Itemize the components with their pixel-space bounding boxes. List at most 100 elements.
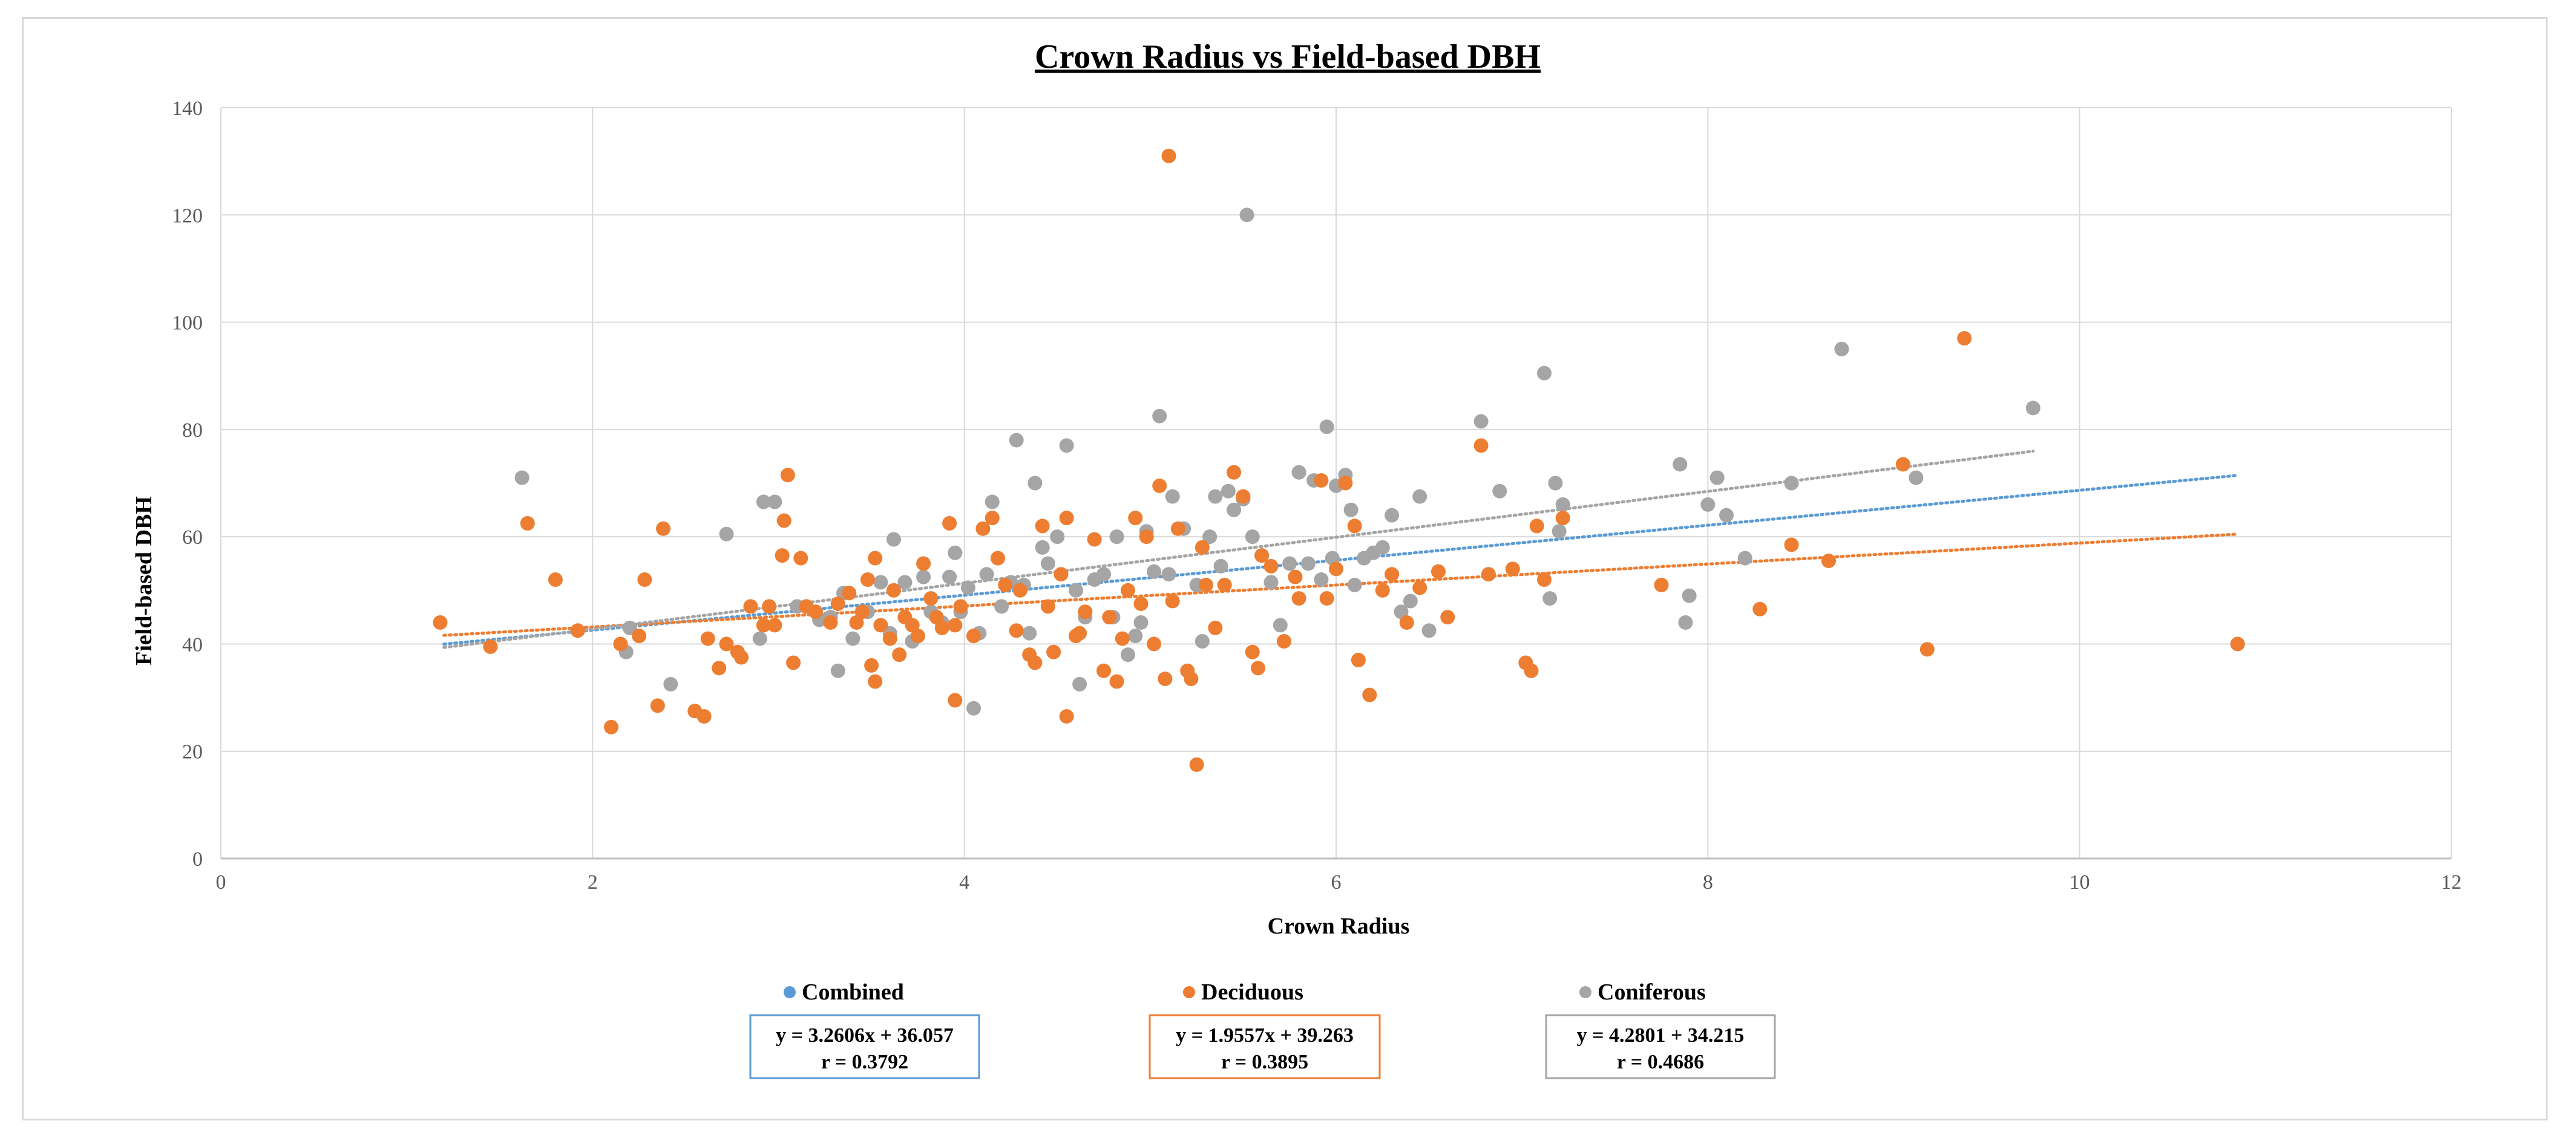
equation-box-deciduous — [1149, 1014, 1381, 1079]
data-point-deciduous — [1957, 331, 1972, 346]
data-point-deciduous — [910, 629, 925, 644]
data-point-deciduous — [882, 631, 897, 646]
data-point-deciduous — [1102, 610, 1117, 625]
data-point-deciduous — [793, 551, 808, 566]
data-point-coniferous — [719, 526, 734, 541]
data-point-deciduous — [1529, 518, 1544, 534]
data-point-coniferous — [873, 575, 888, 590]
data-point-deciduous — [860, 572, 875, 587]
data-point-coniferous — [1403, 594, 1418, 609]
data-point-coniferous — [960, 580, 975, 595]
data-point-coniferous — [752, 631, 767, 646]
data-point-coniferous — [942, 569, 957, 584]
data-point-deciduous — [1158, 672, 1173, 687]
x-tick-label: 10 — [2070, 871, 2090, 894]
data-point-coniferous — [1709, 470, 1725, 485]
data-point-deciduous — [1362, 687, 1377, 702]
axes: 0 20 40 60 80 100 120 140 0 2 4 6 8 10 12 — [172, 97, 2462, 894]
data-point-deciduous — [1059, 709, 1074, 724]
data-point-coniferous — [1165, 489, 1180, 504]
x-axis-title: Crown Radius — [1268, 914, 1410, 939]
data-point-coniferous — [1202, 529, 1218, 544]
data-point-deciduous — [1046, 644, 1061, 659]
data-point-deciduous — [929, 610, 944, 625]
data-point-coniferous — [1319, 419, 1334, 434]
data-point-deciduous — [1895, 457, 1910, 472]
y-tick-label: 140 — [172, 97, 203, 120]
trendline-deciduous — [442, 532, 2240, 637]
data-point-coniferous — [1245, 529, 1260, 544]
r-value-text-deciduous: r = 0.3895 — [1221, 1051, 1308, 1073]
data-point-coniferous — [1133, 615, 1149, 630]
data-point-deciduous — [775, 548, 790, 563]
x-tick-label: 6 — [1331, 871, 1342, 894]
legend-label-coniferous: Coniferous — [1598, 979, 1706, 1005]
legend-marker-deciduous — [1183, 986, 1195, 998]
data-point-deciduous — [1139, 529, 1154, 544]
data-point-deciduous — [1329, 561, 1343, 577]
data-point-deciduous — [483, 639, 498, 654]
data-point-deciduous — [696, 709, 712, 724]
data-point-coniferous — [663, 676, 678, 692]
data-point-coniferous — [1737, 551, 1752, 566]
data-point-deciduous — [1314, 473, 1329, 488]
data-point-deciduous — [1385, 567, 1400, 582]
data-point-coniferous — [1682, 588, 1697, 603]
data-point-deciduous — [604, 719, 619, 734]
data-point-deciduous — [1227, 465, 1242, 480]
data-point-deciduous — [1347, 518, 1362, 534]
data-point-coniferous — [1343, 502, 1358, 517]
data-point-coniferous — [1068, 583, 1083, 598]
data-point-deciduous — [998, 577, 1013, 592]
data-point-deciduous — [1054, 567, 1069, 582]
data-point-deciduous — [905, 618, 920, 633]
data-point-coniferous — [1128, 629, 1143, 644]
x-tick-label: 12 — [2441, 871, 2462, 894]
data-point-deciduous — [854, 604, 870, 620]
data-point-deciduous — [1195, 540, 1210, 555]
data-point-deciduous — [849, 615, 864, 630]
data-point-deciduous — [842, 586, 857, 601]
data-point-coniferous — [1282, 556, 1297, 571]
data-point-deciduous — [975, 521, 991, 536]
equation-text-combined: y = 3.2606x + 36.057 — [776, 1024, 954, 1047]
data-point-deciduous — [823, 615, 838, 630]
data-point-deciduous — [1821, 554, 1836, 569]
data-point-coniferous — [886, 532, 901, 547]
data-point-coniferous — [1700, 497, 1716, 512]
data-point-deciduous — [886, 583, 901, 598]
data-point-deciduous — [1254, 548, 1270, 563]
data-point-coniferous — [830, 663, 845, 678]
data-point-coniferous — [1109, 529, 1124, 544]
data-point-deciduous — [1524, 663, 1539, 678]
data-point-deciduous — [1146, 636, 1161, 652]
data-point-deciduous — [1440, 610, 1455, 625]
data-point-deciduous — [719, 636, 734, 652]
data-point-coniferous — [1213, 558, 1228, 574]
data-point-deciduous — [1208, 620, 1223, 635]
data-point-deciduous — [1189, 757, 1204, 772]
data-point-deciduous — [868, 674, 883, 689]
data-point-coniferous — [1072, 676, 1087, 692]
data-point-deciduous — [780, 468, 795, 483]
data-point-coniferous — [1492, 483, 1507, 499]
data-point-deciduous — [953, 599, 968, 614]
data-points — [433, 148, 2245, 772]
data-point-coniferous — [985, 494, 1000, 509]
data-point-deciduous — [1431, 564, 1446, 579]
data-point-coniferous — [1221, 483, 1236, 499]
data-point-coniferous — [1161, 567, 1176, 582]
data-point-coniferous — [1273, 618, 1288, 633]
data-point-deciduous — [1555, 511, 1570, 526]
legend-marker-combined — [784, 986, 796, 998]
data-point-coniferous — [1542, 591, 1558, 606]
data-point-deciduous — [712, 661, 727, 676]
data-point-deciduous — [864, 658, 879, 673]
x-tick-label: 2 — [588, 871, 598, 894]
data-point-coniferous — [1227, 502, 1242, 517]
data-point-coniferous — [1385, 508, 1400, 523]
data-point-coniferous — [1035, 540, 1050, 555]
data-point-coniferous — [1548, 476, 1563, 491]
data-point-coniferous — [1314, 572, 1329, 587]
equation-text-coniferous: y = 4.2801 + 34.215 — [1577, 1024, 1745, 1047]
